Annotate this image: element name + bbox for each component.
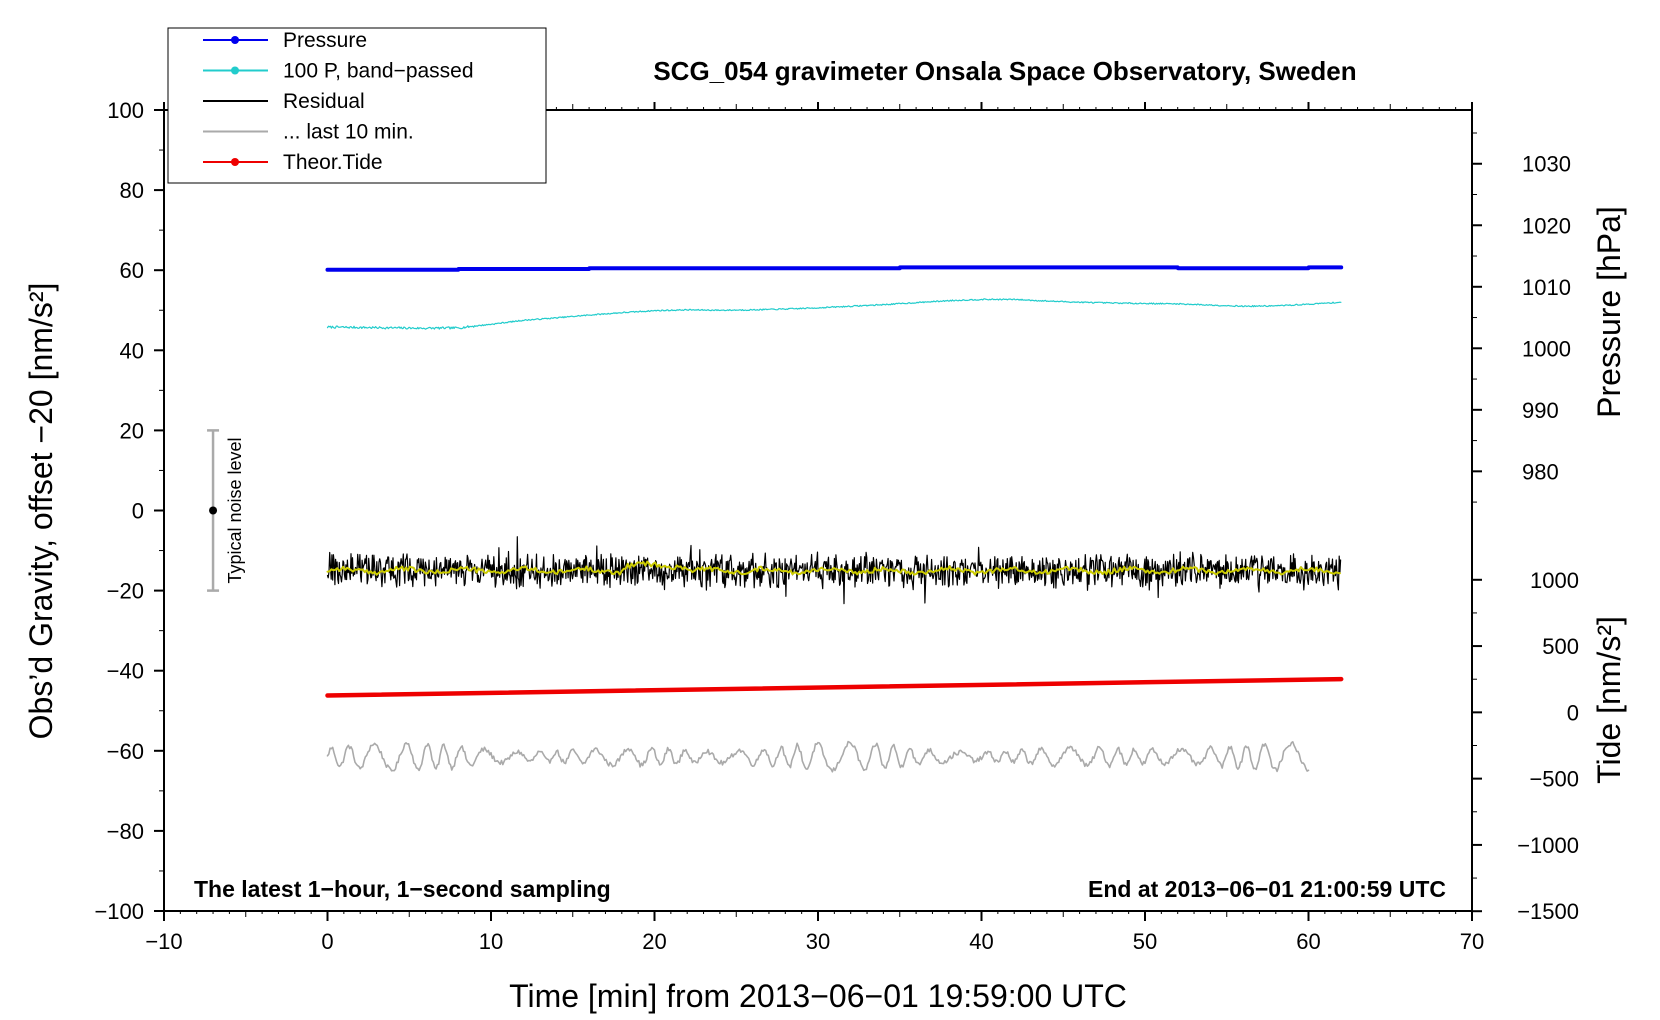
y-tick-label: −80: [107, 819, 144, 844]
annotation-bottom-right: End at 2013−06−01 21:00:59 UTC: [1088, 876, 1446, 902]
y-tick-label: 40: [120, 338, 144, 363]
x-tick-label: 40: [969, 929, 993, 954]
legend-marker: [231, 158, 239, 166]
pressure-tick-label: 1030: [1522, 152, 1571, 177]
tide-tick-label: 0: [1567, 700, 1579, 725]
annotation-bottom-left: The latest 1−hour, 1−second sampling: [194, 876, 611, 902]
series-theor-tide: [325, 676, 1344, 698]
noise-bar-dot: [209, 506, 218, 515]
legend-label: ... last 10 min.: [283, 121, 414, 144]
tide-tick-label: −1000: [1517, 833, 1579, 858]
pressure-tick-label: 1010: [1522, 275, 1571, 300]
y-tick-label: −100: [94, 899, 144, 924]
pressure-axis-title: Pressure [hPa]: [1591, 206, 1627, 418]
tide-tick-label: −500: [1529, 767, 1579, 792]
y-tick-label: 100: [107, 98, 144, 123]
legend-marker: [231, 66, 239, 75]
y-tick-label: 80: [120, 178, 144, 203]
pressure-tick-label: 1020: [1522, 213, 1571, 238]
noise-level-indicator: Typical noise level: [207, 429, 245, 592]
legend-label: 100 P, band−passed: [283, 60, 474, 83]
x-tick-label: 60: [1296, 929, 1320, 954]
legend-label: Theor.Tide: [283, 151, 383, 174]
x-tick-label: 30: [806, 929, 830, 954]
x-tick-label: −10: [145, 929, 182, 954]
axes-layer: −10 0 10 20 30 40 50 60 70−100−80−60−40−20020406…: [94, 98, 1579, 954]
pressure-tick-label: 1000: [1522, 336, 1571, 361]
pressure-tick-label: 980: [1522, 459, 1559, 484]
series-residual-smoothed: [326, 560, 1341, 576]
x-tick-label: 50: [1133, 929, 1157, 954]
x-tick-label: 20: [642, 929, 666, 954]
y-tick-label: 0: [132, 499, 144, 524]
y-tick-label: −60: [107, 739, 144, 764]
series-last-10-min: [326, 740, 1310, 773]
y-tick-label: −20: [107, 579, 144, 604]
x-tick-label: 0: [321, 929, 333, 954]
series-residual: [326, 536, 1342, 605]
tide-tick-label: 1000: [1530, 568, 1579, 593]
tide-tick-label: 500: [1542, 634, 1579, 659]
plot-frame: [163, 109, 1473, 912]
x-tick-label: 10: [479, 929, 503, 954]
x-tick-label: 70: [1460, 929, 1484, 954]
legend-marker: [231, 36, 239, 44]
y-tick-label: 60: [120, 258, 144, 283]
legend-box: [167, 27, 547, 184]
tide-axis-title: Tide [nm/s²]: [1591, 616, 1627, 784]
legend-label: Pressure: [283, 29, 367, 52]
x-axis-title: Time [min] from 2013−06−01 19:59:00 UTC: [509, 978, 1127, 1014]
noise-bar-label: Typical noise level: [225, 437, 245, 583]
chart-title: SCG_054 gravimeter Onsala Space Observat…: [653, 56, 1356, 86]
data-layer: [325, 265, 1344, 773]
series-pressure: [325, 265, 1344, 272]
tide-tick-label: −1500: [1517, 899, 1579, 924]
legend-label: Residual: [283, 90, 365, 113]
y-tick-label: −40: [107, 659, 144, 684]
y-tick-label: 20: [120, 418, 144, 443]
legend: Pressure 100 P, band−passed Residual ... la…: [167, 27, 547, 184]
pressure-tick-label: 990: [1522, 398, 1559, 423]
y-axis-title: Obs’d Gravity, offset −20 [nm/s²]: [23, 283, 59, 740]
series-pressure-bandpassed: [326, 298, 1342, 330]
